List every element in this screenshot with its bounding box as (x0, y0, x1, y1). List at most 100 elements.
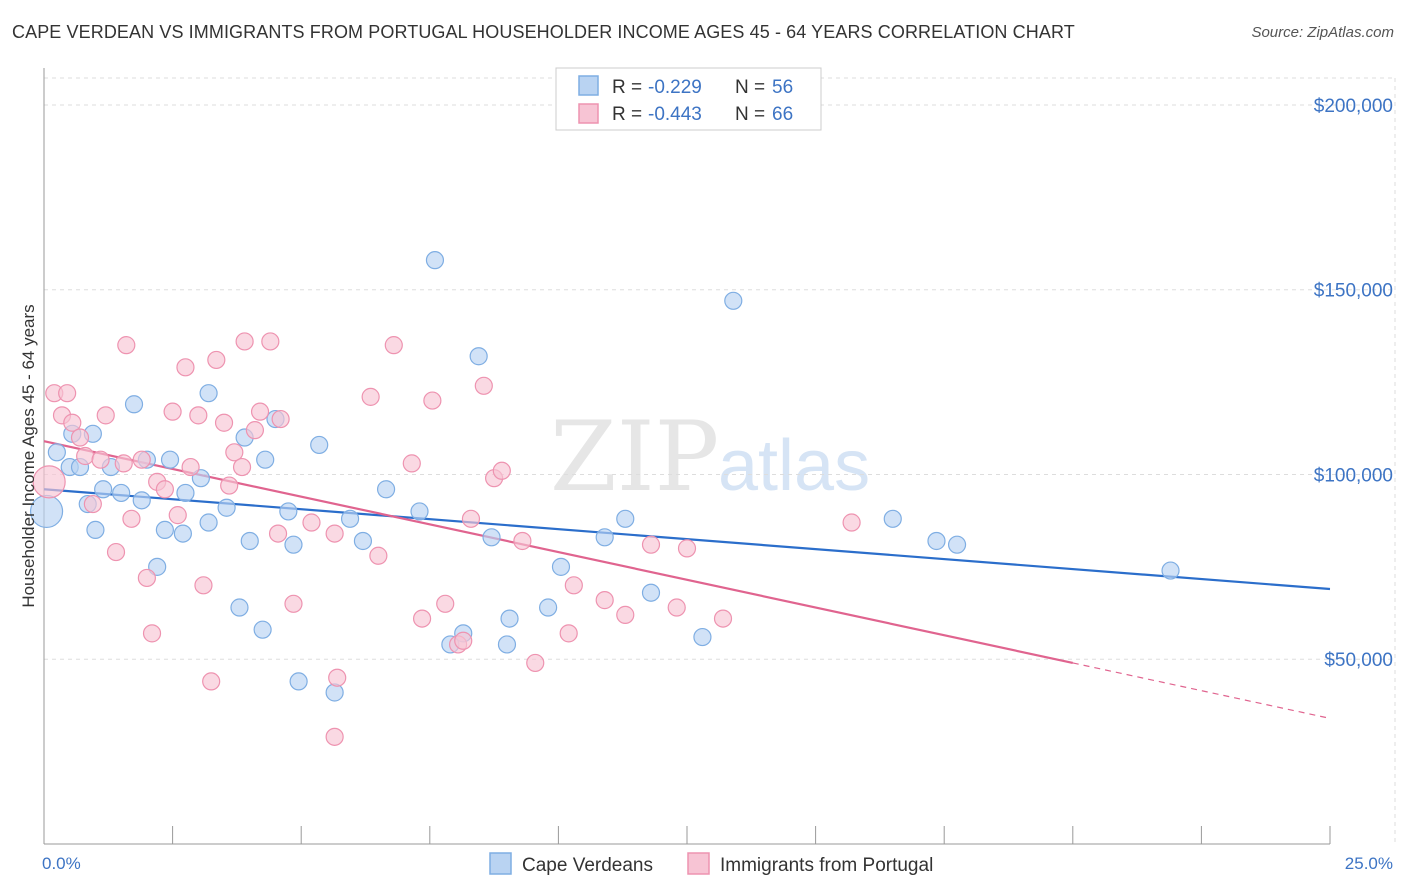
legend: R = -0.229 N = 56 R = -0.443 N = 66 (555, 67, 822, 131)
cape-verdean-point (595, 528, 614, 547)
portugal-immigrant-point (220, 476, 239, 495)
portugal-immigrant-point (155, 480, 174, 499)
portugal-immigrant-point (106, 542, 126, 562)
portugal-immigrant-point (284, 594, 303, 613)
portugal-trend-extension (1072, 662, 1331, 719)
cape-verdean-point (112, 483, 131, 503)
portugal-immigrant-point (302, 513, 321, 532)
portugal-immigrant-point (369, 546, 388, 565)
cape-verdean-point (94, 480, 113, 499)
portugal-immigrant-point (181, 457, 200, 477)
portugal-immigrant-point (225, 443, 244, 462)
portugal-immigrant-point (454, 631, 473, 650)
cape-verdean-point (86, 520, 105, 540)
tick-labels: $50,000 $100,000 $150,000 $200,000 0.0% 25.0% (42, 96, 1393, 873)
cape-verdean-point (253, 620, 272, 639)
cape-verdean-point (217, 498, 236, 517)
cape-verdean-point (310, 435, 329, 455)
portugal-immigrant-point (194, 576, 213, 595)
portugal-immigrant-point (513, 531, 532, 551)
x-tick-label-start: 0.0% (42, 854, 81, 873)
cape-verdean-point (132, 491, 151, 510)
portugal-immigrant-point (245, 421, 265, 440)
portugal-immigrant-point (402, 454, 421, 473)
portugal-trend-line (43, 440, 1074, 665)
portugal-immigrant-point (207, 350, 226, 370)
cape-verdean-point (469, 347, 488, 366)
portugal-immigrant-point (361, 387, 380, 406)
portugal-immigrant-point (325, 524, 344, 543)
y-axis-label: Householder Income Ages 45 - 64 years (19, 304, 38, 607)
cape-verdean-point (47, 443, 66, 462)
y-tick-label: $200,000 (1314, 96, 1393, 117)
portugal-immigrant-point (137, 568, 156, 588)
portugal-immigrant-point (189, 406, 208, 425)
portugal-immigrant-point (142, 624, 162, 643)
cape-verdean-point (497, 635, 517, 654)
y-tick-label: $150,000 (1314, 281, 1393, 302)
legend-r-label-2: R = (612, 104, 642, 125)
cape-verdean-point (289, 672, 308, 691)
cape-verdean-point (410, 502, 429, 521)
y-tick-label: $50,000 (1324, 650, 1393, 671)
portugal-immigrant-point (83, 494, 102, 514)
portugal-immigrant-point (261, 332, 280, 351)
cape-verdean-trend-line (43, 488, 1331, 591)
cape-verdean-point (230, 598, 249, 617)
portugal-immigrant-point (168, 506, 187, 525)
cape-verdean-point (155, 520, 174, 540)
scatter-points (29, 251, 1180, 746)
cape-verdean-point (376, 480, 396, 499)
portugal-immigrant-point (63, 413, 82, 432)
cape-verdean-point (325, 683, 344, 702)
legend-swatch-pink (578, 103, 599, 124)
cape-verdean-point (279, 502, 298, 521)
portugal-immigrant-point (202, 672, 221, 691)
cape-verdean-point (240, 531, 259, 551)
portugal-immigrant-point (91, 450, 110, 469)
cape-verdean-point (1161, 561, 1180, 580)
cape-verdean-point (500, 609, 519, 628)
portugal-immigrant-point (436, 594, 455, 613)
cape-verdean-point (724, 291, 743, 310)
portugal-immigrant-point (564, 576, 583, 595)
y-tick-label: $100,000 (1314, 465, 1393, 486)
bottom-legend-swatch-blue (489, 852, 512, 875)
portugal-immigrant-point (163, 402, 182, 421)
cape-verdean-point (425, 251, 445, 270)
cape-verdean-point (353, 531, 373, 551)
portugal-immigrant-point (32, 465, 66, 499)
portugal-immigrant-point (96, 406, 115, 425)
portugal-immigrant-point (232, 457, 252, 477)
portugal-immigrant-point (667, 598, 686, 617)
cape-verdean-point (539, 598, 558, 617)
legend-r-value-1: -0.229 (648, 77, 702, 98)
cape-verdean-point (199, 513, 218, 532)
cape-verdean-point (191, 469, 210, 488)
portugal-immigrant-point (271, 409, 290, 429)
portugal-immigrant-point (595, 591, 614, 610)
portugal-immigrant-point (474, 376, 493, 395)
x-tick-label-end: 25.0% (1345, 854, 1393, 873)
watermark-atlas: atlas (718, 426, 870, 506)
portugal-immigrant-point (214, 413, 234, 432)
portugal-immigrant-point (412, 609, 432, 628)
legend-n-label-2: N = (735, 104, 765, 125)
cape-verdean-point (616, 509, 635, 528)
cape-verdean-point (173, 524, 192, 543)
trend-lines (43, 440, 1331, 719)
portugal-immigrant-point (842, 513, 861, 532)
legend-n-value-2: 66 (772, 104, 793, 125)
axes (43, 68, 1331, 845)
portugal-immigrant-point (70, 428, 90, 447)
legend-r-value-2: -0.443 (648, 104, 702, 125)
portugal-immigrant-point (492, 461, 511, 480)
cape-verdean-point (551, 557, 571, 576)
bottom-legend-label-pink: Immigrants from Portugal (720, 855, 933, 876)
portugal-immigrant-point (328, 668, 347, 687)
portugal-immigrant-point (250, 402, 270, 421)
portugal-immigrant-point (423, 391, 442, 410)
portugal-immigrant-point (461, 509, 481, 528)
portugal-immigrant-point (122, 509, 141, 528)
